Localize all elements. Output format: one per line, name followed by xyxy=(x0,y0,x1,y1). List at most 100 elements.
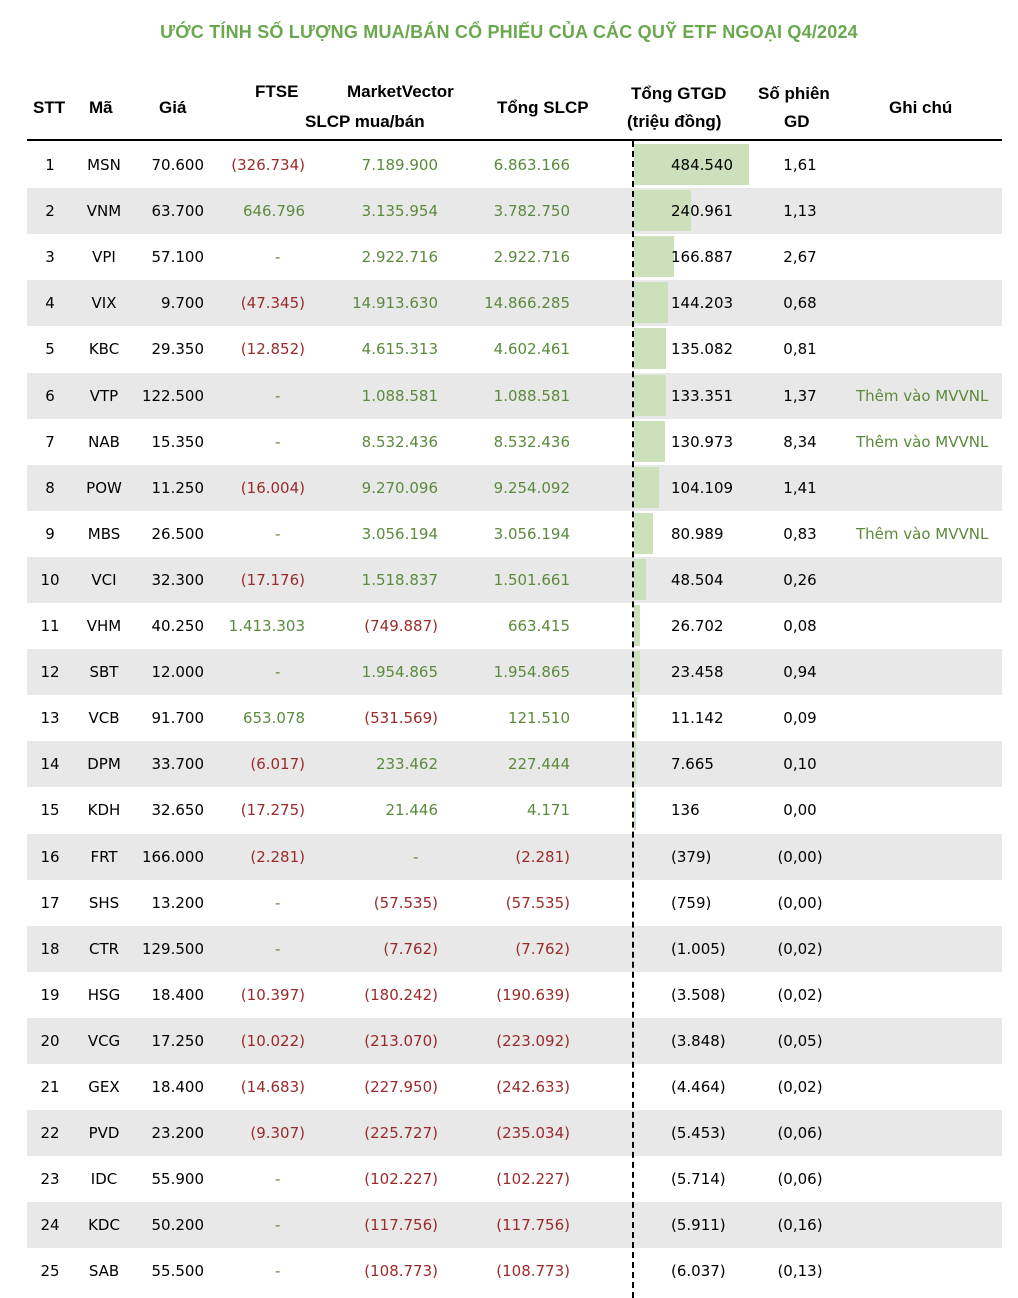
price-cell: 122.500 xyxy=(141,386,204,405)
ftse-cell: 653.078 xyxy=(242,709,305,728)
stt-cell: 17 xyxy=(40,893,60,912)
stt-cell: 24 xyxy=(40,1216,60,1235)
ticker-cell: VIX xyxy=(91,294,117,313)
tong-slcp-cell: (235.034) xyxy=(496,1124,570,1143)
price-cell: 23.200 xyxy=(151,1124,205,1143)
ftse-cell: (10.397) xyxy=(240,985,305,1004)
tong-slcp-cell: (223.092) xyxy=(496,1031,570,1050)
tong-slcp-cell: 3.056.194 xyxy=(493,524,570,543)
tong-slcp-cell: (108.773) xyxy=(496,1262,570,1281)
tong-slcp-cell: (117.756) xyxy=(496,1216,570,1235)
note-cell: Thêm vào MVVNL xyxy=(856,432,989,451)
gtgd-bar xyxy=(634,374,666,416)
stt-cell: 11 xyxy=(40,617,60,635)
so-phien-cell: (0,06) xyxy=(777,1124,823,1143)
gtgd-cell: (5.453) xyxy=(671,1124,726,1143)
gtgd-bar xyxy=(634,236,674,278)
table-row: 5 KBC 29.350 (12.852) 4.615.313 4.602.461 135.… xyxy=(27,326,1002,372)
tong-slcp-cell: (2.281) xyxy=(515,847,570,866)
header-tong-gtgd: Tổng GTGD xyxy=(631,84,727,103)
table-row: 14 DPM 33.700 (6.017) 233.462 227.444 7.665 0,1… xyxy=(27,741,1002,788)
tong-slcp-cell: 14.866.285 xyxy=(484,294,570,313)
tong-slcp-cell: 3.782.750 xyxy=(493,202,570,221)
price-cell: 17.250 xyxy=(151,1031,205,1050)
ticker-cell: KDC xyxy=(88,1216,120,1235)
gtgd-cell: 136 xyxy=(671,801,700,820)
gtgd-cell: (6.037) xyxy=(671,1262,726,1281)
marketvector-cell: (117.756) xyxy=(364,1216,438,1235)
header-gd: GD xyxy=(784,112,810,131)
ftse-cell: - xyxy=(275,893,281,912)
ftse-cell: 1.413.303 xyxy=(228,617,305,635)
gtgd-bar xyxy=(634,466,659,508)
header-so-phien: Số phiên xyxy=(758,84,830,103)
marketvector-cell: (7.762) xyxy=(383,939,438,958)
ticker-cell: SHS xyxy=(88,893,120,912)
ticker-cell: HSG xyxy=(87,985,121,1004)
price-cell: 55.500 xyxy=(151,1262,205,1281)
price-cell: 63.700 xyxy=(151,202,205,221)
stt-cell: 7 xyxy=(45,432,55,451)
marketvector-cell: (213.070) xyxy=(364,1031,438,1050)
table-row: 20 VCG 17.250 (10.022) (213.070) (223.092) (3.… xyxy=(27,1017,1002,1064)
gtgd-cell: 240.961 xyxy=(671,202,734,221)
gtgd-bar xyxy=(634,512,654,554)
marketvector-cell: 1.088.581 xyxy=(361,386,438,405)
table-row: 3 VPI 57.100 - 2.922.716 2.922.716 166.887 2,67 xyxy=(27,234,1002,280)
tong-slcp-cell: 663.415 xyxy=(507,617,570,635)
table-row: 17 SHS 13.200 - (57.535) (57.535) (759) (0,00) xyxy=(27,880,1002,926)
marketvector-cell: 233.462 xyxy=(375,755,438,774)
ftse-cell: - xyxy=(275,386,281,405)
header-stt: STT xyxy=(33,98,66,117)
so-phien-cell: 1,41 xyxy=(783,478,817,497)
ftse-cell: (14.683) xyxy=(240,1078,305,1096)
price-cell: 55.900 xyxy=(151,1170,205,1189)
stt-cell: 21 xyxy=(40,1078,60,1096)
gtgd-bar xyxy=(634,743,636,785)
so-phien-cell: (0,06) xyxy=(777,1170,823,1189)
marketvector-cell: (57.535) xyxy=(373,893,438,912)
header-slcp: SLCP mua/bán xyxy=(305,112,425,131)
table-row: 22 PVD 23.200 (9.307) (225.727) (235.034) (5.4… xyxy=(27,1110,1002,1157)
so-phien-cell: 2,67 xyxy=(783,248,817,267)
so-phien-cell: 1,37 xyxy=(783,386,817,405)
so-phien-cell: 1,61 xyxy=(783,156,817,174)
table-row: 2 VNM 63.700 646.796 3.135.954 3.782.750 240.9… xyxy=(27,188,1002,235)
ftse-cell: (16.004) xyxy=(240,478,305,497)
marketvector-cell: - xyxy=(413,847,419,866)
tong-slcp-cell: 121.510 xyxy=(507,709,570,728)
table-row: 13 VCB 91.700 653.078 (531.569) 121.510 11.142… xyxy=(27,695,1002,741)
stt-cell: 9 xyxy=(45,524,55,543)
table-row: 12 SBT 12.000 - 1.954.865 1.954.865 23.458 0,94 xyxy=(27,649,1002,696)
price-cell: 70.600 xyxy=(151,156,205,174)
table-row: 16 FRT 166.000 (2.281) - (2.281) (379) (0,00) xyxy=(27,833,1002,880)
stt-cell: 16 xyxy=(40,847,60,866)
ftse-cell: - xyxy=(275,248,281,267)
ftse-cell: (9.307) xyxy=(250,1124,305,1143)
gtgd-bar xyxy=(634,789,636,831)
marketvector-cell: (749.887) xyxy=(364,617,438,635)
table-row: 19 HSG 18.400 (10.397) (180.242) (190.639) (3.… xyxy=(27,972,1002,1018)
gtgd-bar xyxy=(634,328,667,370)
ticker-cell: SBT xyxy=(89,663,119,682)
tong-slcp-cell: 2.922.716 xyxy=(493,248,570,267)
gtgd-bar xyxy=(634,558,646,600)
gtgd-cell: (3.508) xyxy=(671,985,726,1004)
stt-cell: 14 xyxy=(40,755,60,774)
marketvector-cell: 8.532.436 xyxy=(361,432,438,451)
table-row: 6 VTP 122.500 - 1.088.581 1.088.581 133.351 1,3… xyxy=(27,372,1002,419)
tong-slcp-cell: (242.633) xyxy=(496,1078,570,1096)
gtgd-bar xyxy=(634,605,641,646)
header-tong-slcp: Tổng SLCP xyxy=(497,98,589,117)
tong-slcp-cell: 8.532.436 xyxy=(493,432,570,451)
gtgd-cell: 130.973 xyxy=(671,432,734,451)
ftse-cell: - xyxy=(275,1170,281,1189)
ticker-cell: DPM xyxy=(87,755,121,774)
gtgd-cell: (3.848) xyxy=(671,1031,726,1050)
price-cell: 91.700 xyxy=(151,709,205,728)
stt-cell: 5 xyxy=(45,340,55,359)
so-phien-cell: 8,34 xyxy=(783,432,817,451)
ftse-cell: (17.275) xyxy=(240,801,305,820)
ticker-cell: KDH xyxy=(87,801,121,820)
gtgd-cell: 80.989 xyxy=(671,524,724,543)
